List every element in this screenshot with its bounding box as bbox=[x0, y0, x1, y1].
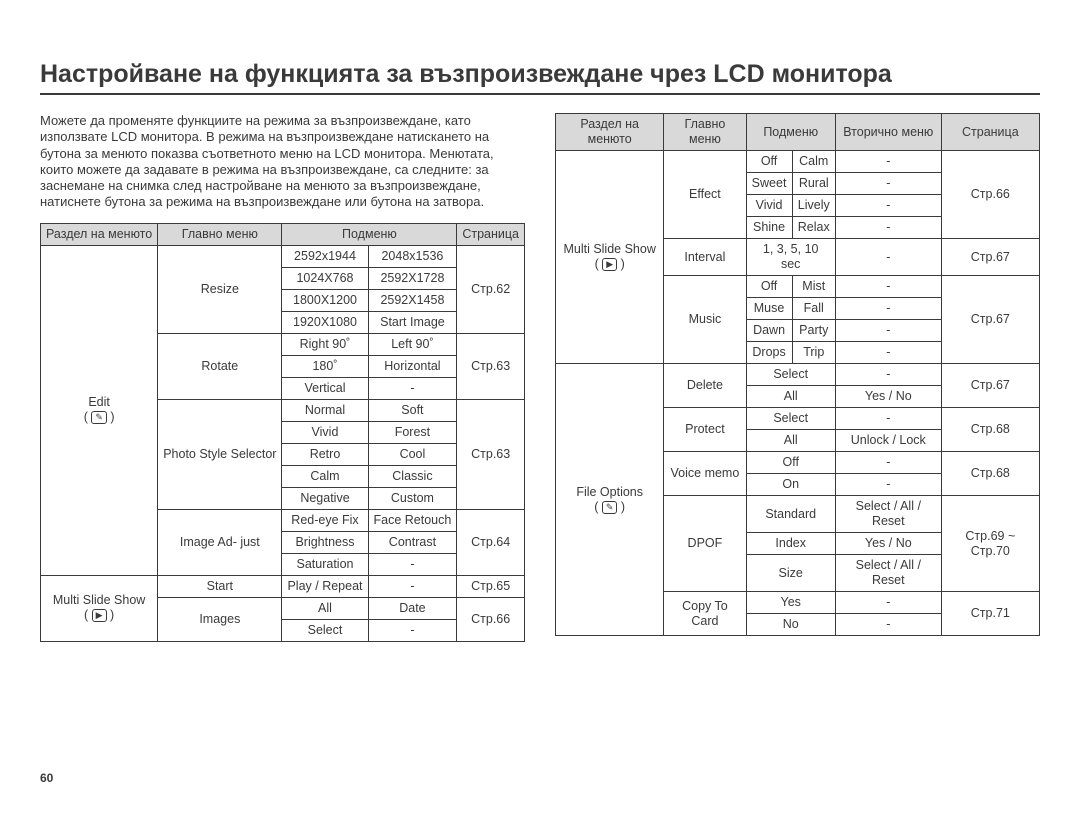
page-protect: Стр.68 bbox=[941, 408, 1039, 452]
page-interval: Стр.67 bbox=[941, 239, 1039, 276]
menu-imgadj: Image Ad- just bbox=[158, 509, 282, 575]
th-sub-r: Подменю bbox=[746, 114, 835, 151]
menu-dpof: DPOF bbox=[664, 496, 746, 592]
page-images: Стр.66 bbox=[457, 597, 525, 641]
menu-protect: Protect bbox=[664, 408, 746, 452]
play-icon-r: ▶ bbox=[602, 258, 617, 271]
right-column: Раздел на менюто Главно меню Подменю Вто… bbox=[555, 113, 1040, 642]
section-edit: Edit ( ✎ ) bbox=[41, 245, 158, 575]
page-effect: Стр.66 bbox=[941, 151, 1039, 239]
page-vmemo: Стр.68 bbox=[941, 452, 1039, 496]
th-main-r: Главно меню bbox=[664, 114, 746, 151]
menu-music: Music bbox=[664, 276, 746, 364]
page-start: Стр.65 bbox=[457, 575, 525, 597]
page-rotate: Стр.63 bbox=[457, 333, 525, 399]
file-icon: ✎ bbox=[602, 501, 618, 514]
play-icon: ▶ bbox=[92, 609, 107, 622]
edit-icon: ✎ bbox=[91, 411, 107, 424]
th-page-r: Страница bbox=[941, 114, 1039, 151]
page-number: 60 bbox=[40, 771, 53, 785]
page-imgadj: Стр.64 bbox=[457, 509, 525, 575]
menu-start: Start bbox=[158, 575, 282, 597]
th-section-r: Раздел на менюто bbox=[556, 114, 664, 151]
page-dpof: Стр.69 ~ Стр.70 bbox=[941, 496, 1039, 592]
menu-resize: Resize bbox=[158, 245, 282, 333]
menu-effect: Effect bbox=[664, 151, 746, 239]
section-file: File Options ( ✎ ) bbox=[556, 364, 664, 636]
right-table: Раздел на менюто Главно меню Подменю Вто… bbox=[555, 113, 1040, 636]
th-section: Раздел на менюто bbox=[41, 223, 158, 245]
th-sec-r: Вторично меню bbox=[835, 114, 941, 151]
page-title: Настройване на функцията за възпроизвежд… bbox=[40, 60, 1040, 95]
menu-delete: Delete bbox=[664, 364, 746, 408]
page-music: Стр.67 bbox=[941, 276, 1039, 364]
section-mss-right: Multi Slide Show ( ▶ ) bbox=[556, 151, 664, 364]
page-copy: Стр.71 bbox=[941, 592, 1039, 636]
page-pss: Стр.63 bbox=[457, 399, 525, 509]
menu-images: Images bbox=[158, 597, 282, 641]
section-mss-left: Multi Slide Show ( ▶ ) bbox=[41, 575, 158, 641]
page-delete: Стр.67 bbox=[941, 364, 1039, 408]
page-resize: Стр.62 bbox=[457, 245, 525, 333]
th-main: Главно меню bbox=[158, 223, 282, 245]
th-page: Страница bbox=[457, 223, 525, 245]
menu-rotate: Rotate bbox=[158, 333, 282, 399]
left-table: Раздел на менюто Главно меню Подменю Стр… bbox=[40, 223, 525, 642]
intro-text: Можете да променяте функциите на режима … bbox=[40, 113, 525, 211]
menu-vmemo: Voice memo bbox=[664, 452, 746, 496]
left-column: Можете да променяте функциите на режима … bbox=[40, 113, 525, 642]
th-sub: Подменю bbox=[282, 223, 457, 245]
menu-interval: Interval bbox=[664, 239, 746, 276]
menu-copy: Copy To Card bbox=[664, 592, 746, 636]
menu-pss: Photo Style Selector bbox=[158, 399, 282, 509]
